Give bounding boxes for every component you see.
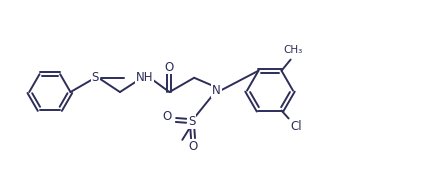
Text: CH₃: CH₃ [284,45,303,55]
Text: O: O [189,140,198,153]
Text: N: N [212,84,221,97]
Text: O: O [165,61,174,74]
Text: Cl: Cl [291,120,302,132]
Text: NH: NH [136,71,154,84]
Text: S: S [91,71,99,84]
Text: S: S [188,115,196,128]
Text: O: O [163,110,172,123]
